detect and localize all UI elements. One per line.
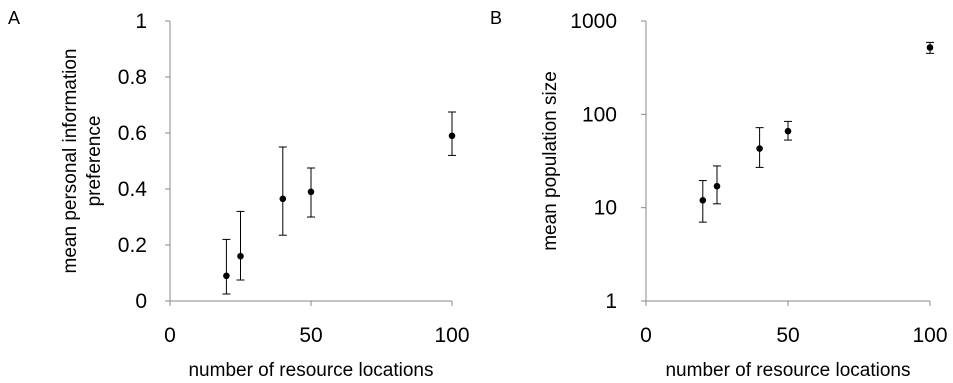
- panel-label-b: B: [490, 8, 503, 28]
- data-point: [279, 195, 287, 203]
- y-axis-title: preference: [84, 116, 105, 207]
- panel-label-a: A: [8, 8, 21, 28]
- data-point: [307, 188, 315, 196]
- y-axis-title: mean personal information: [60, 49, 81, 274]
- y-tick-label: 0.2: [118, 234, 147, 257]
- x-tick-label: 50: [776, 324, 799, 347]
- data-point: [448, 132, 456, 140]
- y-axis-title: mean population size: [540, 71, 561, 251]
- x-tick-label: 0: [164, 324, 176, 347]
- y-tick-label: 1: [135, 10, 147, 33]
- y-tick-label: 1000: [570, 10, 617, 33]
- x-tick-label: 100: [434, 324, 469, 347]
- x-tick-label: 100: [912, 324, 947, 347]
- y-tick-label: 0: [135, 290, 147, 313]
- data-point: [699, 196, 707, 204]
- data-point: [756, 145, 763, 152]
- data-point: [713, 182, 721, 190]
- x-tick-label: 50: [299, 324, 322, 347]
- data-point: [784, 127, 792, 135]
- data-point: [237, 252, 244, 260]
- data-point: [223, 272, 230, 280]
- data-point: [926, 44, 934, 51]
- x-axis-title: number of resource locations: [665, 360, 910, 381]
- y-tick-label: 100: [582, 103, 617, 126]
- y-tick-label: 0.4: [118, 178, 148, 201]
- x-axis-title: number of resource locations: [188, 360, 433, 381]
- y-tick-label: 10: [594, 197, 617, 220]
- y-tick-label: 0.8: [118, 66, 147, 89]
- y-tick-label: 1: [605, 290, 617, 313]
- y-tick-label: 0.6: [118, 122, 147, 145]
- x-tick-label: 0: [640, 324, 652, 347]
